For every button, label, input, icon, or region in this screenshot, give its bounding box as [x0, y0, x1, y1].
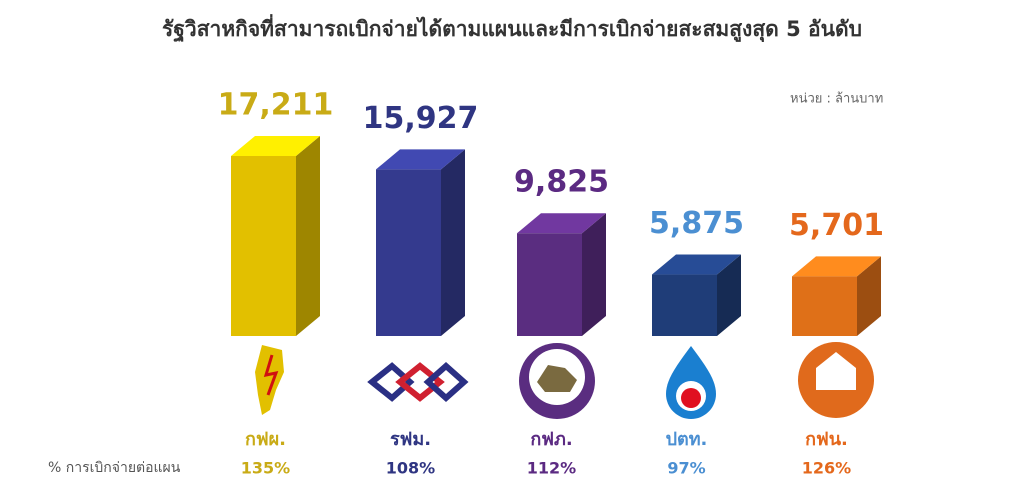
bar — [376, 169, 441, 336]
bar-side — [717, 254, 741, 336]
category-label: กฟผ. — [245, 429, 286, 450]
bar-top — [792, 256, 881, 277]
logo-egat — [255, 345, 284, 415]
row-label: % การเบิกจ่ายต่อแผน — [48, 460, 181, 476]
category-label: กฟน. — [805, 429, 848, 450]
value-label: 9,825 — [514, 165, 609, 200]
value-label: 15,927 — [363, 101, 479, 136]
category-label: ปตท. — [666, 429, 708, 450]
category-label: กฟภ. — [530, 429, 572, 450]
chart-title: รัฐวิสาหกิจที่สามารถเบิกจ่ายได้ตามแผนและ… — [162, 13, 862, 43]
value-label: 17,211 — [218, 88, 334, 123]
bar — [517, 233, 582, 336]
bar-top — [231, 136, 320, 156]
bar-top — [517, 213, 606, 234]
bar-side — [441, 149, 465, 336]
category-label: รฟม. — [390, 429, 431, 450]
logo-ptt — [666, 346, 716, 419]
value-label: 5,875 — [649, 206, 744, 241]
bar-top — [652, 254, 741, 275]
logo-mrta — [367, 361, 469, 403]
plan-ratio-label: 112% — [527, 459, 576, 478]
plan-ratio-label: 126% — [802, 459, 851, 478]
logo-pea — [519, 343, 595, 419]
bar — [231, 156, 296, 336]
bar — [652, 274, 717, 336]
bar-side — [296, 136, 320, 336]
bar-top — [376, 149, 465, 170]
plan-ratio-label: 135% — [241, 459, 290, 478]
bar-side — [582, 213, 606, 336]
logo-mea — [798, 342, 874, 418]
value-label: 5,701 — [789, 208, 884, 243]
bar — [792, 276, 857, 336]
plan-ratio-label: 108% — [386, 459, 435, 478]
plan-ratio-label: 97% — [667, 459, 705, 478]
bar-side — [857, 256, 881, 336]
unit-note: หน่วย : ล้านบาท — [790, 92, 883, 107]
